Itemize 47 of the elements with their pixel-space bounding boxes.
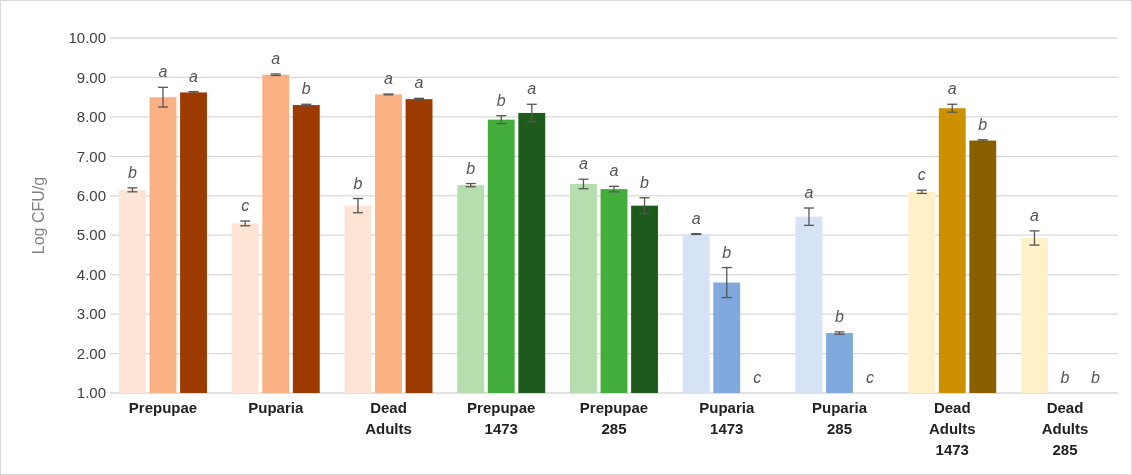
x-tick-label: Dead Adults 285 bbox=[1041, 399, 1089, 458]
data-label: a bbox=[414, 74, 424, 92]
data-label: b bbox=[496, 91, 506, 109]
y-tick-label: 2.00 bbox=[76, 344, 106, 362]
data-label: a bbox=[579, 155, 589, 173]
y-tick-label: 5.00 bbox=[76, 226, 106, 244]
data-label: b bbox=[301, 80, 311, 98]
y-tick-label: 1.00 bbox=[76, 384, 106, 402]
data-label: a bbox=[271, 49, 281, 67]
data-label: b bbox=[978, 115, 988, 133]
y-tick-label: 3.00 bbox=[76, 305, 106, 323]
data-label: b bbox=[835, 307, 845, 325]
x-tick-label: Dead Adults 1473 bbox=[928, 399, 976, 458]
x-tick-label: Puparia 285 bbox=[811, 399, 868, 437]
x-tick-label: Prepupae bbox=[128, 399, 198, 416]
y-tick-label: 6.00 bbox=[76, 187, 106, 205]
text: b bbox=[1060, 369, 1070, 386]
y-axis-title: Log CFU/g bbox=[30, 176, 47, 255]
data-label: b bbox=[128, 163, 137, 181]
text: c bbox=[866, 369, 875, 386]
data-label: b bbox=[722, 243, 732, 261]
data-label: a bbox=[691, 209, 701, 227]
data-label: a bbox=[804, 184, 814, 202]
data-label: a bbox=[158, 63, 168, 81]
data-label: a bbox=[947, 80, 957, 98]
x-tick-label: Prepupae 285 bbox=[579, 399, 649, 437]
y-tick-label: 9.00 bbox=[76, 68, 106, 86]
x-tick-label: Puparia bbox=[248, 399, 304, 416]
data-label: a bbox=[527, 80, 537, 98]
y-tick-label: 10.00 bbox=[68, 29, 106, 47]
data-label: a bbox=[189, 67, 199, 85]
data-label: b bbox=[466, 159, 476, 177]
data-label: c bbox=[917, 166, 926, 184]
data-label: a bbox=[609, 162, 619, 180]
data-label: b bbox=[640, 173, 650, 191]
text: b bbox=[1091, 369, 1100, 386]
y-tick-label: 4.00 bbox=[76, 265, 106, 283]
text: c bbox=[753, 369, 762, 386]
y-tick-label: 8.00 bbox=[76, 108, 106, 126]
x-tick-label: Puparia 1473 bbox=[699, 399, 755, 437]
x-tick-label: Dead Adults bbox=[365, 399, 412, 437]
data-label: b bbox=[353, 174, 363, 192]
data-label: a bbox=[1030, 206, 1040, 224]
y-tick-label: 7.00 bbox=[76, 147, 106, 165]
x-tick-label: Prepupae 1473 bbox=[467, 399, 536, 437]
data-label: c bbox=[241, 197, 250, 215]
data-label: a bbox=[384, 70, 394, 88]
